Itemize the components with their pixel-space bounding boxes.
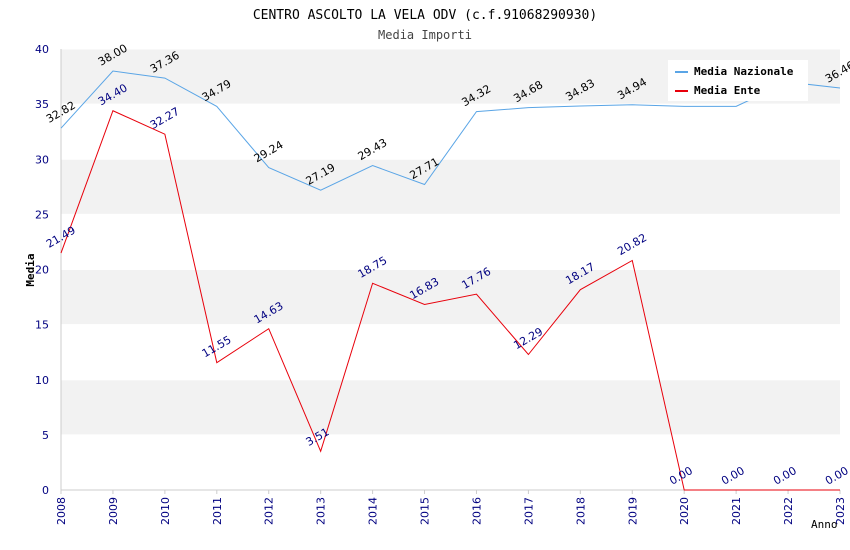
chart-title: CENTRO ASCOLTO LA VELA ODV (c.f.91068290… [253, 8, 597, 23]
y-tick-label: 35 [35, 98, 49, 111]
x-tick-label: 2019 [626, 497, 639, 525]
legend: Media Nazionale Media Ente [668, 60, 808, 101]
legend-label-media-nazionale: Media Nazionale [694, 65, 794, 78]
data-label: 0.00 [771, 464, 799, 488]
legend-label-media-ente: Media Ente [694, 84, 761, 97]
background-bands [61, 49, 840, 435]
x-axis-label: Anno [811, 518, 838, 531]
data-label: 12.29 [511, 325, 545, 352]
band-15-20 [61, 269, 840, 325]
x-tick-label: 2014 [367, 497, 380, 525]
y-tick-label: 15 [35, 319, 49, 332]
y-tick-label: 5 [42, 429, 49, 442]
x-tick-label: 2008 [55, 497, 68, 525]
data-label: 0.00 [667, 464, 695, 488]
x-tick-label: 2010 [159, 497, 172, 525]
y-tick-label: 0 [42, 484, 49, 497]
series-line-1 [60, 110, 840, 491]
band-25-30 [61, 159, 840, 215]
series-line-0 [60, 70, 841, 191]
y-tick-label: 25 [35, 208, 49, 221]
x-tick-label: 2011 [211, 497, 224, 525]
data-label: 0.00 [823, 464, 850, 488]
x-tick-label: 2012 [263, 497, 276, 525]
data-label: 20.82 [615, 231, 649, 258]
x-tick-label: 2023 [834, 497, 847, 525]
y-tick-label: 10 [35, 374, 49, 387]
series-lines [60, 70, 841, 491]
x-tick-label: 2020 [678, 497, 691, 525]
chart-subtitle: Media Importi [378, 28, 472, 42]
x-tick-label: 2021 [730, 497, 743, 525]
band-5-10 [61, 379, 840, 435]
y-tick-label: 20 [35, 264, 49, 277]
y-tick-label: 30 [35, 153, 49, 166]
x-tick-label: 2022 [782, 497, 795, 525]
x-tick-label: 2016 [470, 497, 483, 525]
data-label: 0.00 [719, 464, 747, 488]
y-axis-label: Media [24, 253, 37, 286]
x-tick-label: 2018 [574, 497, 587, 525]
x-tick-label: 2013 [315, 497, 328, 525]
legend-box [668, 60, 808, 101]
x-tick-label: 2009 [107, 497, 120, 525]
data-label: 32.27 [148, 105, 182, 132]
x-tick-label: 2017 [522, 497, 535, 525]
x-tick-label: 2015 [419, 497, 432, 525]
y-tick-label: 40 [35, 43, 49, 56]
data-label: 11.55 [200, 333, 234, 360]
